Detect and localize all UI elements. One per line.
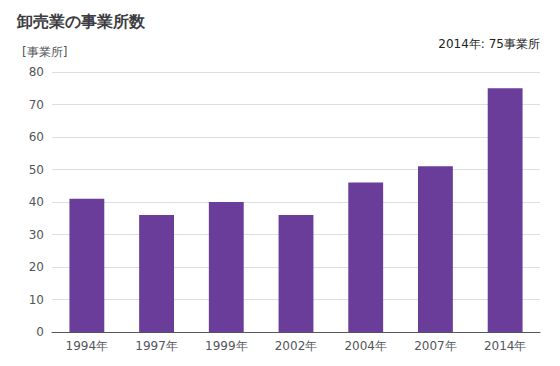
svg-text:50: 50	[29, 163, 44, 177]
svg-text:10: 10	[29, 293, 44, 307]
svg-text:1994年: 1994年	[66, 339, 109, 353]
svg-text:70: 70	[29, 98, 44, 112]
svg-text:80: 80	[29, 65, 44, 79]
svg-text:2014年: 75事業所: 2014年: 75事業所	[438, 37, 540, 51]
svg-text:2014年: 2014年	[484, 339, 527, 353]
svg-text:20: 20	[29, 260, 44, 274]
svg-text:2007年: 2007年	[414, 339, 457, 353]
svg-text:60: 60	[29, 130, 44, 144]
svg-text:0: 0	[36, 325, 44, 339]
svg-text:卸売業の事業所数: 卸売業の事業所数	[16, 12, 146, 31]
svg-text:40: 40	[29, 195, 44, 209]
svg-text:30: 30	[29, 228, 44, 242]
svg-text:[事業所]: [事業所]	[22, 45, 67, 59]
svg-text:1997年: 1997年	[135, 339, 178, 353]
svg-text:2004年: 2004年	[344, 339, 387, 353]
svg-text:2002年: 2002年	[275, 339, 318, 353]
svg-text:1999年: 1999年	[205, 339, 248, 353]
